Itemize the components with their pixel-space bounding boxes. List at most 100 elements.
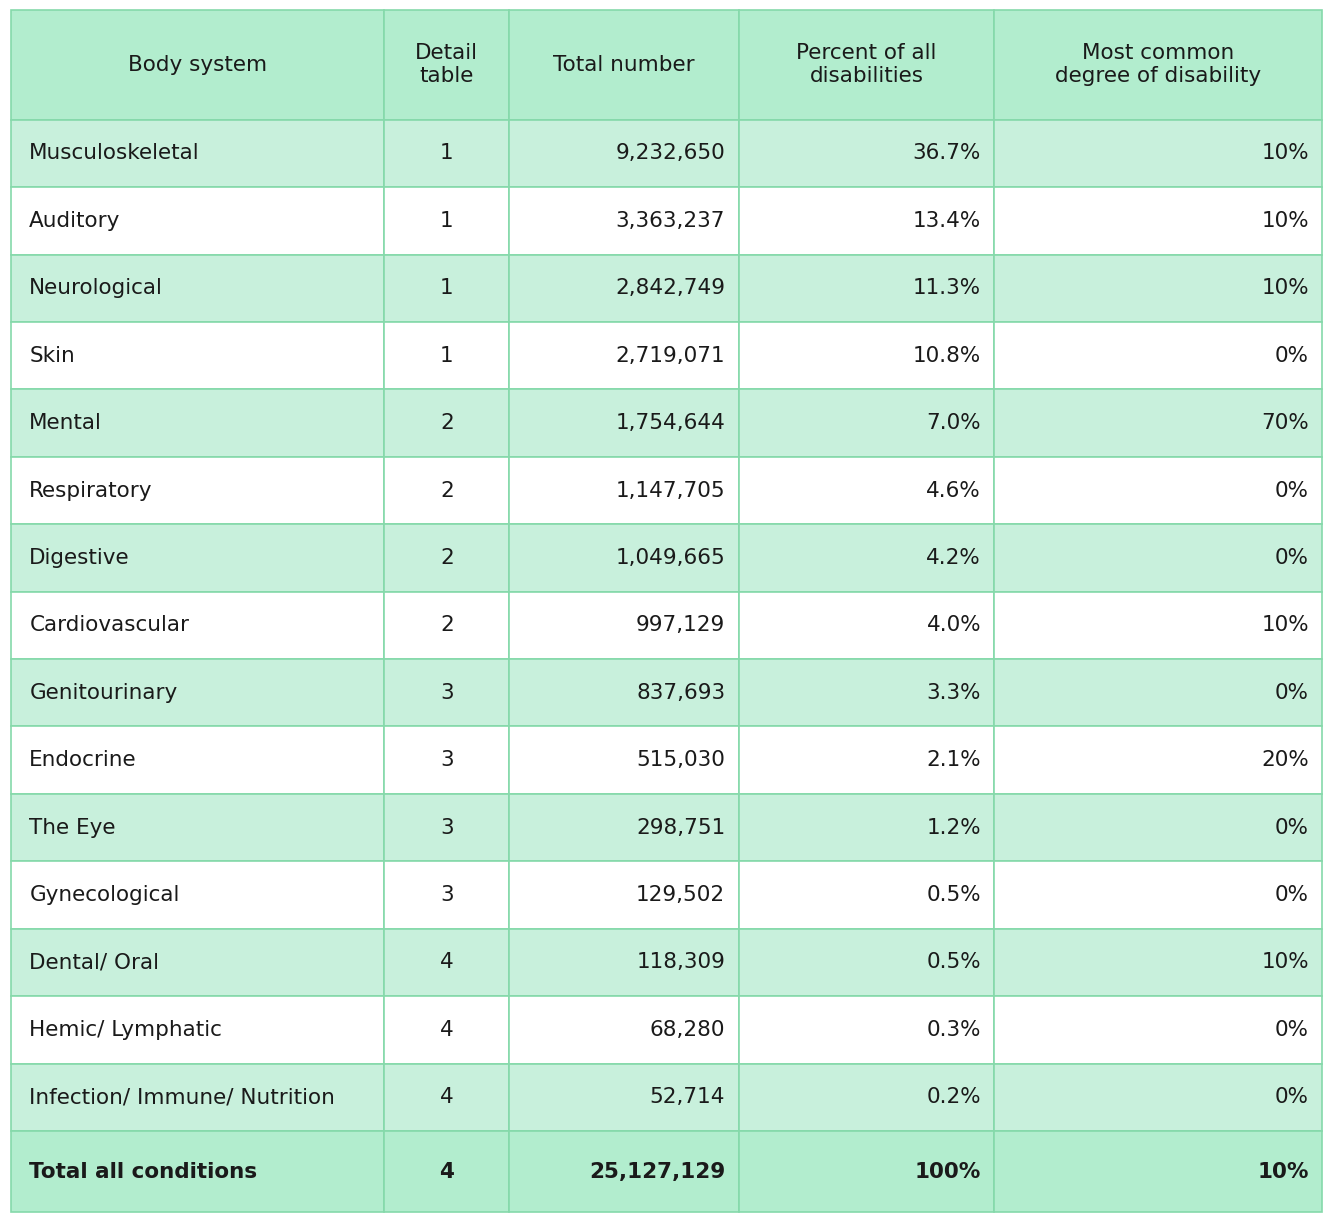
FancyBboxPatch shape xyxy=(994,996,1322,1063)
FancyBboxPatch shape xyxy=(994,457,1322,524)
Text: Cardiovascular: Cardiovascular xyxy=(29,616,189,635)
Text: 2.1%: 2.1% xyxy=(926,750,981,770)
FancyBboxPatch shape xyxy=(509,929,738,996)
FancyBboxPatch shape xyxy=(738,996,994,1063)
FancyBboxPatch shape xyxy=(994,1063,1322,1132)
Text: Gynecological: Gynecological xyxy=(29,885,180,906)
Text: Total all conditions: Total all conditions xyxy=(29,1162,257,1182)
Text: 0.2%: 0.2% xyxy=(926,1088,981,1107)
Text: 9,232,650: 9,232,650 xyxy=(616,143,725,164)
Text: 4.2%: 4.2% xyxy=(926,547,981,568)
Text: 1,049,665: 1,049,665 xyxy=(616,547,725,568)
FancyBboxPatch shape xyxy=(994,187,1322,254)
Text: 2: 2 xyxy=(440,616,453,635)
Text: 68,280: 68,280 xyxy=(649,1020,725,1040)
FancyBboxPatch shape xyxy=(738,929,994,996)
FancyBboxPatch shape xyxy=(11,727,384,794)
Text: 4.0%: 4.0% xyxy=(926,616,981,635)
FancyBboxPatch shape xyxy=(994,321,1322,390)
Text: 2,719,071: 2,719,071 xyxy=(616,346,725,365)
FancyBboxPatch shape xyxy=(738,254,994,321)
Text: Musculoskeletal: Musculoskeletal xyxy=(29,143,200,164)
Text: 0%: 0% xyxy=(1274,885,1309,906)
FancyBboxPatch shape xyxy=(509,862,738,929)
FancyBboxPatch shape xyxy=(11,1063,384,1132)
FancyBboxPatch shape xyxy=(738,120,994,187)
Text: 0%: 0% xyxy=(1274,547,1309,568)
Text: Auditory: Auditory xyxy=(29,211,121,231)
FancyBboxPatch shape xyxy=(509,591,738,659)
Text: 2: 2 xyxy=(440,480,453,501)
Text: 837,693: 837,693 xyxy=(636,683,725,703)
Text: 0%: 0% xyxy=(1274,1020,1309,1040)
Text: 100%: 100% xyxy=(914,1162,981,1182)
Text: 997,129: 997,129 xyxy=(636,616,725,635)
Text: 25,127,129: 25,127,129 xyxy=(589,1162,725,1182)
FancyBboxPatch shape xyxy=(738,390,994,457)
FancyBboxPatch shape xyxy=(11,862,384,929)
Text: 118,309: 118,309 xyxy=(636,952,725,973)
FancyBboxPatch shape xyxy=(738,727,994,794)
FancyBboxPatch shape xyxy=(384,321,509,390)
FancyBboxPatch shape xyxy=(11,591,384,659)
Text: 1.2%: 1.2% xyxy=(926,818,981,837)
Text: Digestive: Digestive xyxy=(29,547,129,568)
FancyBboxPatch shape xyxy=(384,1132,509,1212)
FancyBboxPatch shape xyxy=(994,1132,1322,1212)
FancyBboxPatch shape xyxy=(994,254,1322,321)
FancyBboxPatch shape xyxy=(384,390,509,457)
FancyBboxPatch shape xyxy=(994,120,1322,187)
Text: 10%: 10% xyxy=(1257,1162,1309,1182)
Text: 515,030: 515,030 xyxy=(636,750,725,770)
Text: Endocrine: Endocrine xyxy=(29,750,137,770)
FancyBboxPatch shape xyxy=(509,10,738,120)
FancyBboxPatch shape xyxy=(384,524,509,591)
FancyBboxPatch shape xyxy=(11,390,384,457)
Text: 298,751: 298,751 xyxy=(636,818,725,837)
FancyBboxPatch shape xyxy=(738,10,994,120)
FancyBboxPatch shape xyxy=(384,862,509,929)
FancyBboxPatch shape xyxy=(11,996,384,1063)
Text: 2: 2 xyxy=(440,413,453,433)
FancyBboxPatch shape xyxy=(384,996,509,1063)
Text: 1,147,705: 1,147,705 xyxy=(616,480,725,501)
Text: 3: 3 xyxy=(440,885,453,906)
FancyBboxPatch shape xyxy=(384,254,509,321)
FancyBboxPatch shape xyxy=(509,457,738,524)
Text: Hemic/ Lymphatic: Hemic/ Lymphatic xyxy=(29,1020,223,1040)
FancyBboxPatch shape xyxy=(994,929,1322,996)
FancyBboxPatch shape xyxy=(509,1132,738,1212)
FancyBboxPatch shape xyxy=(738,187,994,254)
Text: 0.5%: 0.5% xyxy=(926,952,981,973)
Text: 2,842,749: 2,842,749 xyxy=(616,279,725,298)
Text: 70%: 70% xyxy=(1261,413,1309,433)
FancyBboxPatch shape xyxy=(384,1063,509,1132)
FancyBboxPatch shape xyxy=(994,10,1322,120)
Text: 2: 2 xyxy=(440,547,453,568)
Text: Neurological: Neurological xyxy=(29,279,163,298)
FancyBboxPatch shape xyxy=(509,524,738,591)
Text: 129,502: 129,502 xyxy=(636,885,725,906)
FancyBboxPatch shape xyxy=(994,524,1322,591)
FancyBboxPatch shape xyxy=(738,1132,994,1212)
Text: 0%: 0% xyxy=(1274,683,1309,703)
Text: 1: 1 xyxy=(440,279,453,298)
Text: 0.3%: 0.3% xyxy=(926,1020,981,1040)
FancyBboxPatch shape xyxy=(11,929,384,996)
FancyBboxPatch shape xyxy=(994,390,1322,457)
FancyBboxPatch shape xyxy=(509,727,738,794)
FancyBboxPatch shape xyxy=(509,187,738,254)
FancyBboxPatch shape xyxy=(384,10,509,120)
FancyBboxPatch shape xyxy=(11,254,384,321)
Text: 0%: 0% xyxy=(1274,818,1309,837)
Text: 10%: 10% xyxy=(1261,616,1309,635)
FancyBboxPatch shape xyxy=(384,794,509,862)
Text: Genitourinary: Genitourinary xyxy=(29,683,177,703)
FancyBboxPatch shape xyxy=(738,1063,994,1132)
FancyBboxPatch shape xyxy=(11,457,384,524)
FancyBboxPatch shape xyxy=(738,659,994,727)
Text: Skin: Skin xyxy=(29,346,75,365)
FancyBboxPatch shape xyxy=(738,321,994,390)
Text: 0%: 0% xyxy=(1274,346,1309,365)
Text: 0.5%: 0.5% xyxy=(926,885,981,906)
